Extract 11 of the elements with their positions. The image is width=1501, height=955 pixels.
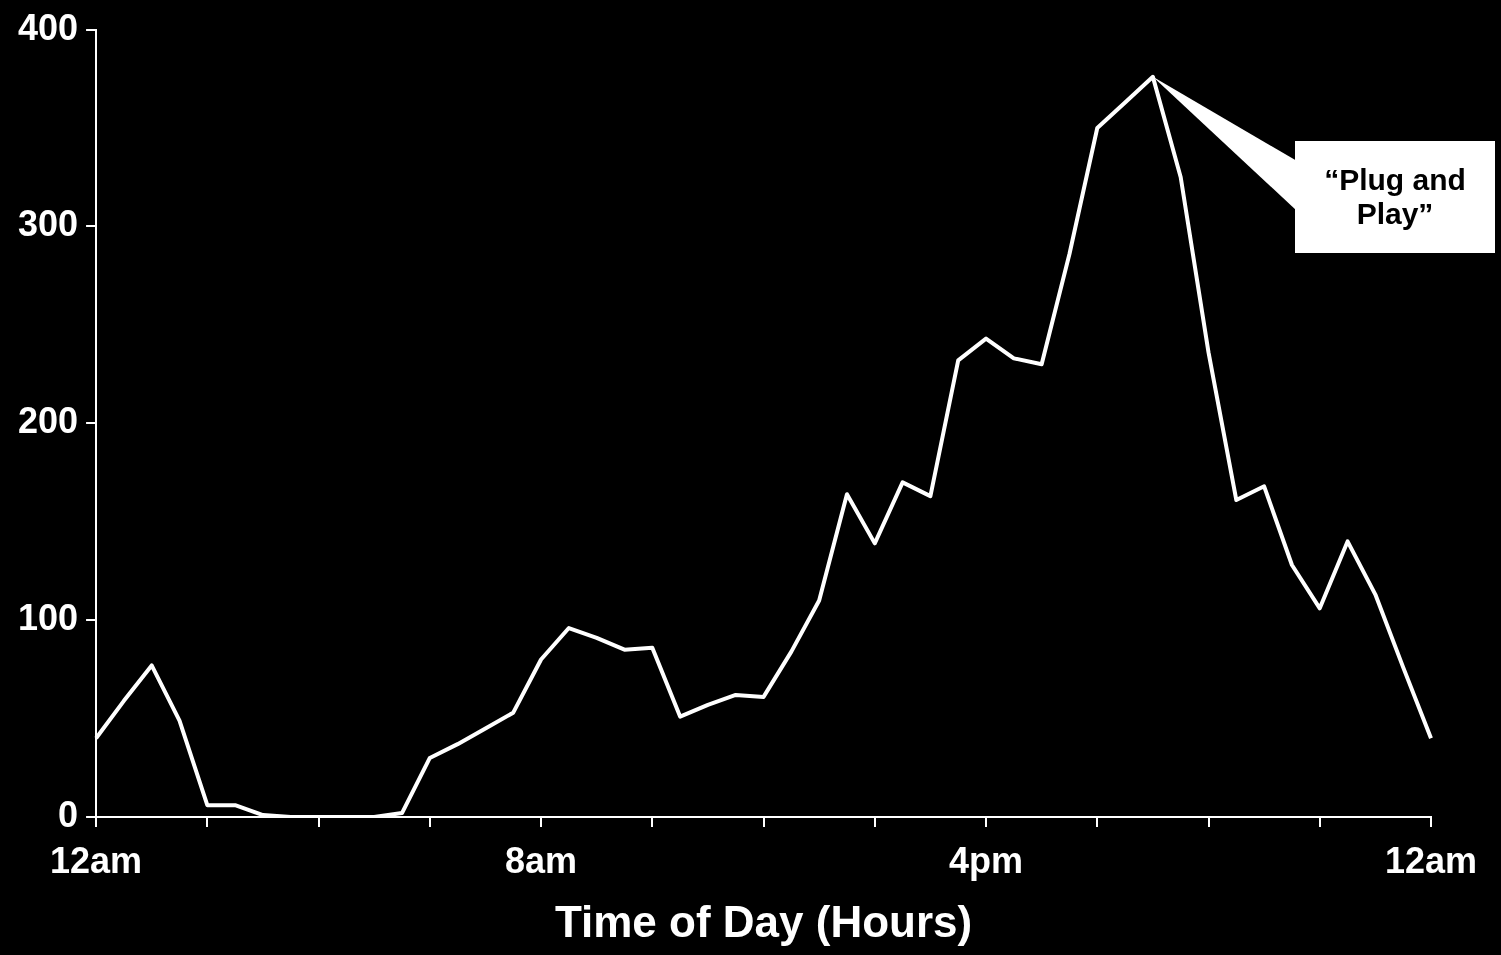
y-tick-label: 0 <box>58 793 79 835</box>
annotation: “Plug and Play” <box>1323 163 1467 231</box>
x-tick-label: 12am <box>1384 839 1478 881</box>
x-axis-title: Time of Day (Hours) <box>554 896 973 946</box>
y-tick-label: 400 <box>17 6 79 48</box>
x-tick-label: 12am <box>50 839 143 881</box>
x-tick-label: 4pm <box>949 839 1024 881</box>
y-tick-label: 300 <box>17 203 79 245</box>
y-tick-label: 100 <box>17 597 79 639</box>
y-tick-label: 200 <box>17 400 79 442</box>
x-tick-label: 8am <box>505 839 578 881</box>
